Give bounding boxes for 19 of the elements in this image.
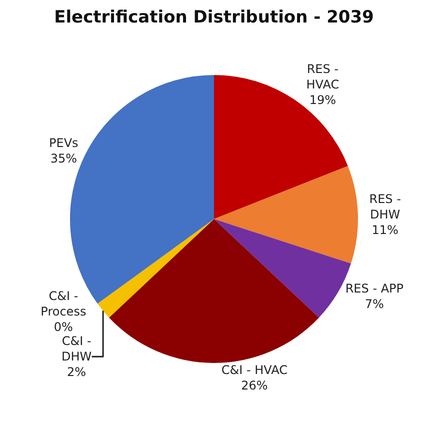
- text: 0%: [54, 320, 73, 334]
- slice-label: C&I - HVAC: [221, 363, 288, 377]
- data-label: 2%: [67, 365, 86, 380]
- pie-slice: [109, 219, 319, 363]
- data-label: 19%: [309, 93, 336, 108]
- pie-slice: [98, 219, 214, 318]
- slice-label: PEVs: [49, 136, 78, 150]
- slice-label: C&I - DHW: [61, 334, 92, 364]
- chart-title: Electrification Distribution - 2039: [54, 8, 374, 28]
- data-label: 26%: [241, 378, 268, 393]
- slice-label: RES - HVAC: [306, 62, 340, 92]
- pie-slice: [214, 166, 358, 264]
- data-label: 35%: [50, 151, 77, 166]
- slice-label: RES - DHW: [369, 192, 401, 222]
- category-label: C&I - Process: [40, 288, 86, 318]
- data-label: 7%: [364, 296, 384, 311]
- slice-label: RES - APP: [345, 281, 404, 296]
- pie-slice: [214, 75, 348, 219]
- data-label: 11%: [372, 223, 398, 238]
